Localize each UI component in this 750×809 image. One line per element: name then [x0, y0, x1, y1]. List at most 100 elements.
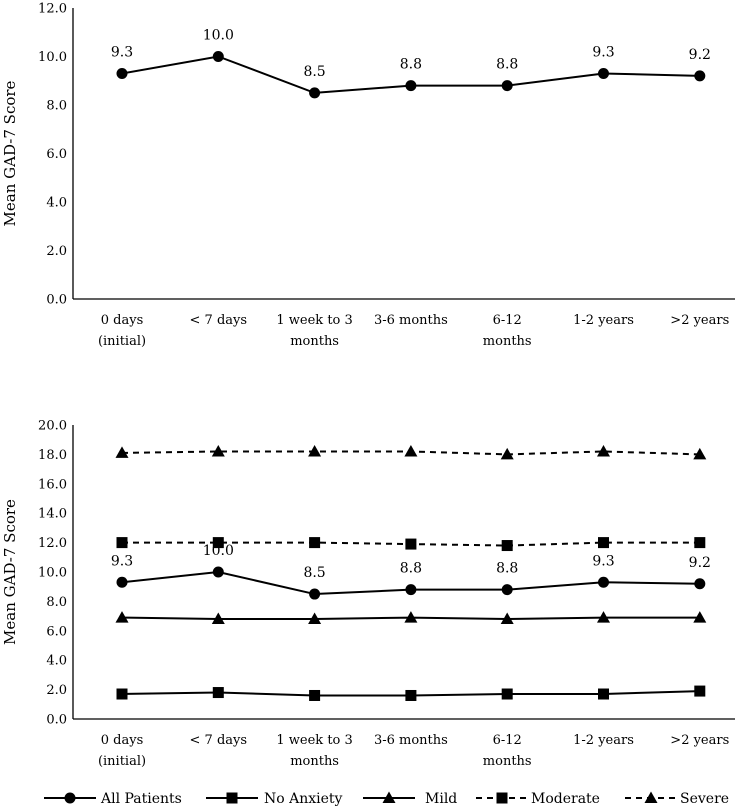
data-label: 8.8 — [400, 561, 422, 577]
data-point — [309, 87, 321, 99]
series-all-patients: 9.3 10.0 8.5 8.8 8.8 9.3 9.2 — [111, 543, 711, 600]
data-point — [405, 80, 417, 92]
data-point — [501, 540, 513, 552]
data-label: 8.8 — [496, 561, 518, 577]
data-label: 8.5 — [303, 64, 325, 80]
series-mild — [115, 611, 707, 625]
y-tick-label: 2.0 — [46, 244, 67, 259]
data-point — [501, 584, 513, 596]
data-point — [404, 611, 418, 623]
y-tick-label: 20.0 — [38, 419, 67, 434]
chart-top: 0.0 2.0 4.0 6.0 8.0 10.0 12.0 Mean GAD-7 Score 0… — [1, 2, 735, 349]
x-tick-label: 3-6 months — [374, 313, 448, 328]
x-tick-label: 1-2 years — [573, 733, 634, 748]
x-tick-label: (initial) — [98, 334, 146, 349]
legend-entry-all-patients: All Patients — [44, 791, 182, 807]
series-no-anxiety — [116, 685, 706, 701]
y-tick-label: 0.0 — [46, 293, 67, 308]
y-tick-label: 8.0 — [46, 595, 67, 610]
y-tick-label: 12.0 — [38, 536, 67, 551]
data-label: 9.2 — [689, 555, 711, 571]
data-point — [694, 685, 706, 697]
chart-bottom: 0.0 2.0 4.0 6.0 8.0 10.0 12.0 14.0 16.0 18.0 20.0 M… — [1, 419, 735, 769]
data-point — [116, 67, 128, 79]
x-tick-label: >2 years — [670, 313, 729, 328]
data-label: 9.3 — [111, 44, 133, 60]
data-point — [598, 537, 609, 549]
series-all-patients: 9.3 10.0 8.5 8.8 8.8 9.3 9.2 — [111, 28, 711, 99]
x-tick-label: 1-2 years — [573, 313, 634, 328]
data-point — [598, 67, 609, 79]
data-point — [501, 688, 513, 700]
data-point — [598, 688, 609, 700]
data-point — [212, 687, 224, 699]
y-tick-label: 16.0 — [38, 477, 67, 492]
data-point — [405, 538, 417, 550]
data-label: 9.3 — [592, 44, 614, 60]
legend-marker — [644, 791, 658, 803]
legend-marker — [382, 791, 396, 803]
data-point — [694, 70, 706, 82]
data-point — [116, 688, 128, 700]
y-axis-label: Mean GAD-7 Score — [1, 499, 19, 645]
y-tick-label: 4.0 — [46, 654, 67, 669]
data-label: 8.5 — [303, 565, 325, 581]
data-label: 9.2 — [689, 47, 711, 63]
legend-label: Mild — [425, 791, 457, 807]
data-point — [405, 689, 417, 701]
data-point — [116, 576, 128, 588]
data-point — [211, 612, 225, 625]
y-tick-label: 0.0 — [46, 713, 67, 728]
x-tick-label: < 7 days — [190, 313, 248, 328]
x-tick-label: >2 years — [670, 733, 729, 748]
data-point — [694, 578, 706, 590]
x-tick-label: months — [483, 754, 532, 769]
legend-label: Severe — [680, 791, 729, 807]
legend-label: No Anxiety — [264, 791, 343, 807]
x-tick-label: 0 days — [101, 313, 144, 328]
legend-marker — [64, 792, 76, 804]
data-point — [115, 611, 129, 623]
y-tick-label: 4.0 — [46, 196, 67, 211]
data-point — [500, 612, 514, 625]
y-tick-label: 2.0 — [46, 683, 67, 698]
data-point — [405, 584, 417, 596]
legend-marker — [226, 792, 238, 804]
data-point — [597, 611, 610, 623]
legend-marker — [496, 792, 508, 804]
data-point — [309, 588, 321, 600]
y-tick-label: 10.0 — [38, 566, 67, 581]
legend: All Patients No Anxiety Mild Moderate Severe — [44, 791, 729, 807]
legend-label: Moderate — [531, 791, 600, 807]
y-tick-label: 14.0 — [38, 507, 67, 522]
data-point — [501, 80, 513, 92]
data-label: 10.0 — [203, 543, 234, 559]
data-point — [404, 444, 418, 457]
legend-entry-no-anxiety: No Anxiety — [206, 791, 343, 807]
x-tick-label: 6-12 — [493, 313, 522, 328]
data-label: 8.8 — [496, 57, 518, 73]
data-point — [115, 446, 129, 458]
data-point — [693, 447, 707, 460]
data-point — [309, 537, 321, 549]
y-tick-label: 18.0 — [38, 448, 67, 463]
y-tick-label: 8.0 — [46, 99, 67, 114]
x-tick-label: 1 week to 3 — [276, 313, 352, 328]
series-severe — [115, 444, 707, 460]
data-point — [308, 444, 322, 457]
series-moderate — [116, 537, 706, 552]
data-point — [116, 537, 128, 549]
y-axis-label: Mean GAD-7 Score — [1, 80, 19, 226]
x-tick-label: months — [290, 754, 339, 769]
data-label: 9.3 — [111, 553, 133, 569]
x-tick-label: months — [483, 334, 532, 349]
data-point — [597, 444, 610, 457]
y-tick-label: 6.0 — [46, 147, 67, 162]
data-point — [212, 537, 224, 549]
data-point — [598, 576, 609, 588]
data-point — [694, 537, 706, 549]
data-point — [309, 689, 321, 701]
x-tick-label: 0 days — [101, 733, 144, 748]
x-tick-label: (initial) — [98, 754, 146, 769]
